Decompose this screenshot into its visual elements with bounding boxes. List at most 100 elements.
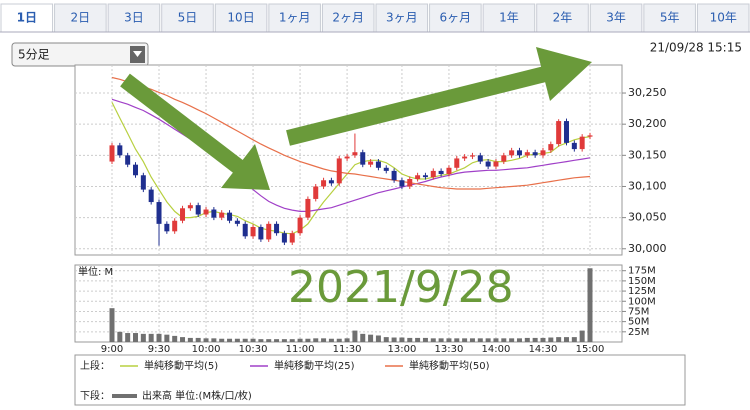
tab-label[interactable]: 1日 <box>17 11 37 25</box>
volume-bar <box>250 338 256 342</box>
volume-bar <box>125 333 131 342</box>
candle-body <box>172 220 178 232</box>
volume-bar <box>344 338 350 342</box>
candle-body <box>274 223 280 234</box>
tab[interactable] <box>536 3 589 33</box>
volume-bar <box>485 338 491 342</box>
tab[interactable] <box>589 3 643 33</box>
candle-body <box>454 158 460 168</box>
unit-label: 単位: M <box>78 265 113 278</box>
candle-body <box>415 175 421 179</box>
arrow-down <box>120 73 245 175</box>
volume-bar <box>477 338 483 342</box>
x-tick-label: 9:30 <box>148 344 170 355</box>
tab[interactable] <box>268 3 321 33</box>
y-tick-label: 30,050 <box>628 211 667 224</box>
volume-bar <box>399 337 405 342</box>
tab-label[interactable]: 3年 <box>606 11 626 25</box>
volume-bar <box>274 339 280 342</box>
candle-body <box>399 180 405 187</box>
volume-bar <box>548 337 554 342</box>
candle-body <box>297 217 303 234</box>
candle-body <box>289 233 295 243</box>
period-select-text[interactable]: 5分足 <box>18 48 50 62</box>
candle-body <box>360 152 366 165</box>
volume-bar <box>336 338 342 342</box>
volume-bar <box>516 338 522 342</box>
tab-label[interactable]: 1年 <box>499 11 519 25</box>
volume-bar <box>313 338 319 342</box>
legend-upper-label: 上段： <box>80 359 110 372</box>
tab-label[interactable]: 1ヶ月 <box>279 11 311 25</box>
candle-body <box>313 186 319 199</box>
volume-bar <box>203 338 209 342</box>
candle-body <box>180 208 186 221</box>
volume-bar <box>297 338 303 342</box>
volume-bar <box>164 334 170 342</box>
price-panel <box>74 64 623 256</box>
candle-body <box>501 155 507 162</box>
tab-label[interactable]: 2日 <box>71 11 91 25</box>
candle-body <box>477 155 483 162</box>
candle-body <box>140 175 146 190</box>
volume-bar <box>133 333 139 342</box>
volume-bar <box>383 337 389 342</box>
candle-body <box>422 175 428 178</box>
volume-bar <box>587 268 593 342</box>
tab[interactable] <box>696 3 750 33</box>
x-tick-label: 13:00 <box>388 344 417 355</box>
volume-bar <box>258 339 264 342</box>
tab[interactable] <box>54 3 107 33</box>
tab-label[interactable]: 5年 <box>660 11 680 25</box>
timestamp: 21/09/28 15:15 <box>650 41 742 55</box>
candle-body <box>305 198 311 218</box>
x-tick-label: 10:30 <box>239 344 268 355</box>
legend-label: 単純移動平均(5) <box>144 359 218 372</box>
candle-body <box>328 180 334 184</box>
volume-bar <box>571 337 577 342</box>
volume-bar <box>109 308 115 342</box>
legend-lower-label: 下段： <box>80 389 110 402</box>
tab-label[interactable]: 6ヶ月 <box>440 11 472 25</box>
tab-label[interactable]: 2年 <box>553 11 573 25</box>
candle-body <box>344 156 350 159</box>
tab-label[interactable]: 3ヶ月 <box>386 11 418 25</box>
candle-body <box>407 179 413 187</box>
candle-body <box>493 161 499 167</box>
y-tick-label: 100M <box>628 296 656 307</box>
select-arrow <box>133 51 142 57</box>
volume-bar <box>524 337 530 342</box>
volume-bar <box>242 338 248 342</box>
volume-bar <box>462 338 468 342</box>
volume-bar <box>156 333 162 342</box>
tab-label[interactable]: 10日 <box>227 11 254 25</box>
volume-bar <box>180 337 186 342</box>
volume-bar <box>360 333 366 342</box>
annotation: 2021/9/28 <box>288 262 514 313</box>
tab-label[interactable]: 2ヶ月 <box>332 11 364 25</box>
tab[interactable] <box>375 3 429 33</box>
x-tick-label: 13:30 <box>435 344 464 355</box>
tab[interactable] <box>161 3 214 33</box>
volume-bar <box>195 337 201 342</box>
y-tick-label: 50M <box>628 317 649 328</box>
tab-label[interactable]: 5日 <box>178 11 198 25</box>
tab-bar: 1日 2日 3日 5日 10日 1ヶ月 2ヶ月 3ヶ月 6ヶ月 1年 2年 3年 5年 10年 <box>0 3 750 33</box>
y-tick-label: 30,100 <box>628 179 667 192</box>
tab[interactable] <box>0 3 54 33</box>
volume-bar <box>289 339 295 342</box>
volume-bar <box>117 331 123 342</box>
legend-label: 単純移動平均(25) <box>274 359 355 372</box>
tab-label[interactable]: 10年 <box>710 11 737 25</box>
volume-bar <box>563 337 569 342</box>
x-tick-label: 11:30 <box>333 344 362 355</box>
tab-label[interactable]: 3日 <box>124 11 144 25</box>
y-tick-label: 30,150 <box>628 148 667 161</box>
volume-bar <box>266 339 272 342</box>
y-tick-label: 150M <box>628 276 656 287</box>
tab[interactable] <box>482 3 536 33</box>
volume-bar <box>234 338 240 342</box>
candle-body <box>164 223 170 232</box>
